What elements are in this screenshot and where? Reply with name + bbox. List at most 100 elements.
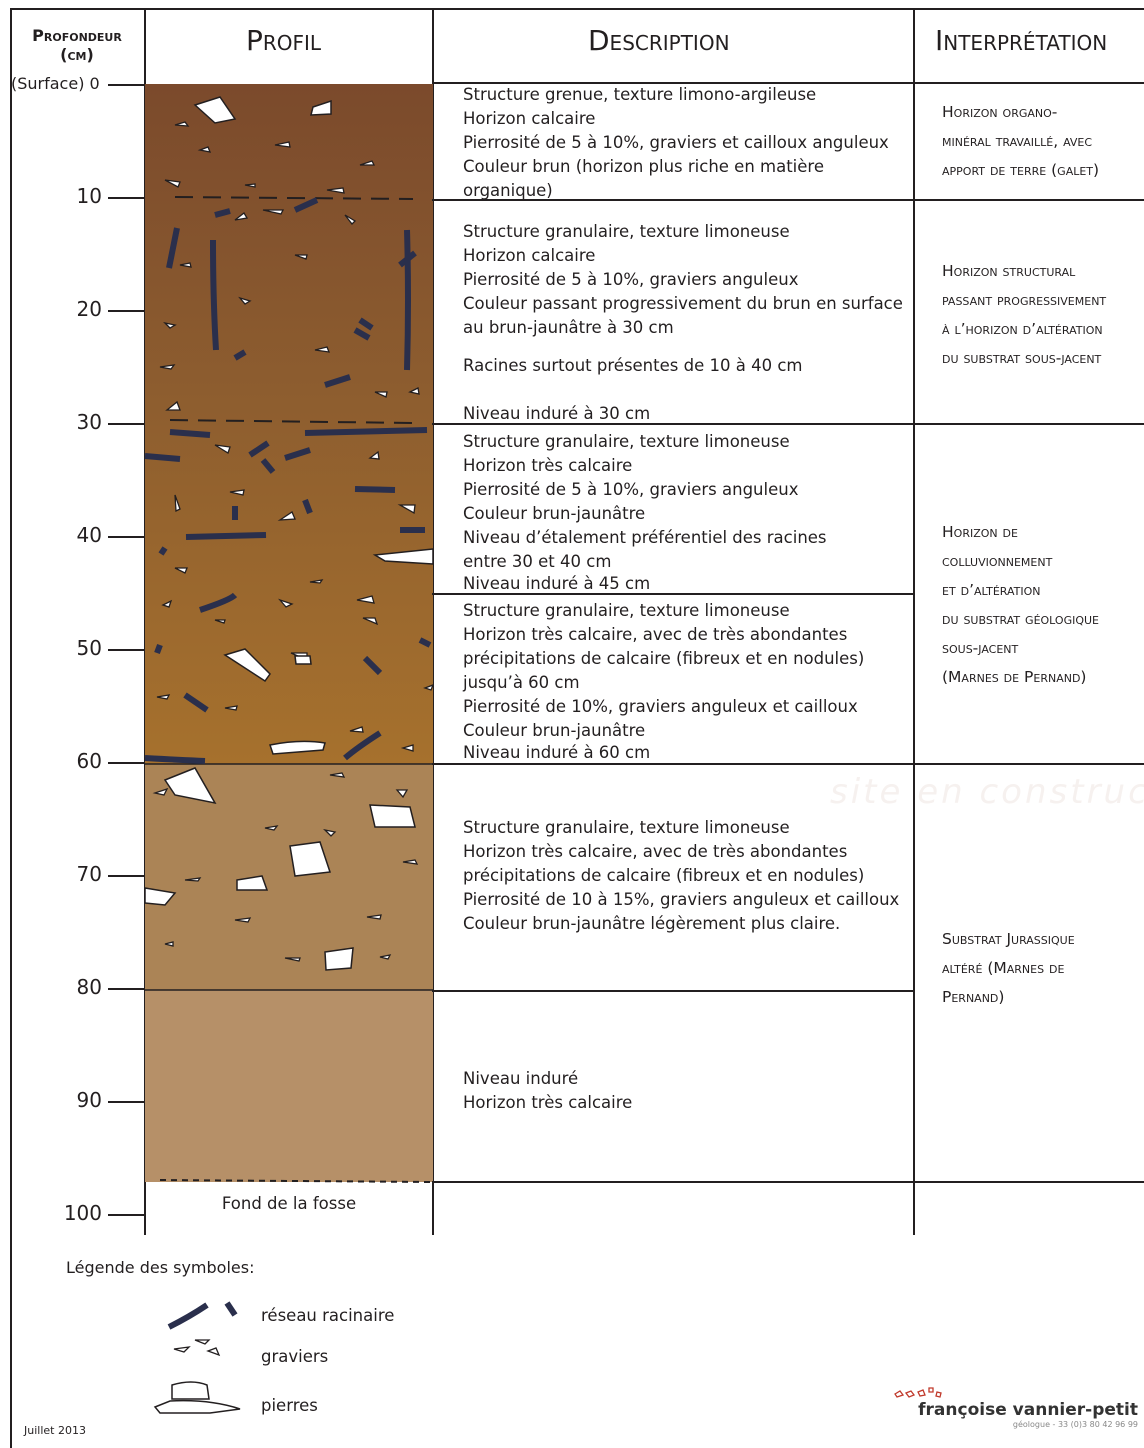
soil-profile-graphic [145, 84, 433, 1183]
depth-tick-mark [108, 536, 144, 538]
depth-tick-mark [108, 649, 144, 651]
depth-tick-label: 50 [76, 636, 102, 660]
root-mark [404, 229, 411, 371]
gravel-mark [164, 941, 174, 947]
gravel-mark [314, 346, 331, 353]
gravel-mark [344, 214, 357, 225]
desc-separator-10cm [432, 199, 1144, 201]
stone-mark [294, 655, 312, 665]
root-mark [343, 730, 382, 761]
gravel-mark [368, 450, 380, 460]
profile-header: Profil [246, 24, 322, 57]
depth-header-unit: (cm) [60, 45, 94, 64]
column-divider-description-left [432, 8, 434, 1235]
gravel-mark [397, 504, 416, 515]
stone-mark [310, 99, 332, 116]
description-hardened-45: Niveau induré à 45 cm [463, 574, 651, 593]
depth-tick-mark [108, 988, 144, 990]
description-roots-note: Racines surtout présentes de 10 à 40 cm [463, 356, 803, 375]
desc-separator-30cm [432, 423, 1144, 425]
legend-roots-label: réseau racinaire [261, 1306, 395, 1325]
stone-mark [289, 841, 332, 877]
stone-mark [193, 96, 237, 124]
legend-gravels-label: graviers [261, 1347, 329, 1366]
gravel-mark [349, 726, 364, 733]
diagram-frame [10, 8, 1144, 1448]
depth-tick-label: 70 [76, 862, 102, 886]
root-mark [354, 486, 396, 493]
gravel-mark [408, 387, 420, 395]
stone-mark [163, 767, 217, 805]
gravel-mark [395, 789, 409, 799]
root-mark [302, 498, 313, 515]
stone-mark [223, 648, 271, 683]
gravel-mark [174, 494, 181, 513]
root-mark [158, 546, 168, 556]
gravel-mark [165, 400, 181, 411]
gravel-mark [326, 187, 345, 194]
description-horizon-5: Structure granulaire, texture limoneuse … [463, 818, 900, 933]
depth-header: Profondeur (cm) [10, 26, 144, 64]
depth-header-title: Profondeur [32, 26, 122, 45]
description-horizon-4: Structure granulaire, texture limoneuse … [463, 601, 865, 740]
gravel-mark [197, 146, 212, 153]
depth-surface-label: (Surface) 0 [11, 74, 100, 93]
gravel-mark [294, 254, 308, 260]
root-mark [169, 429, 211, 438]
gravel-mark [329, 772, 346, 778]
gravel-mark [152, 787, 169, 796]
root-mark [166, 227, 180, 269]
pit-bottom-label: Fond de la fosse [221, 1194, 357, 1213]
gravel-mark [374, 391, 388, 398]
description-horizon-1: Structure grenue, texture limono-argileu… [463, 85, 889, 200]
root-mark [362, 655, 383, 676]
gravel-mark [214, 619, 226, 624]
stone-mark [324, 947, 354, 971]
header-underline [432, 82, 1144, 84]
horizon-substrate-band [145, 764, 433, 990]
stone-mark [145, 887, 177, 906]
gravel-mark [244, 183, 256, 188]
gravel-mark [277, 511, 296, 521]
gravel-mark [359, 160, 376, 166]
depth-tick-mark [108, 762, 144, 764]
depth-tick-label: 30 [76, 410, 102, 434]
gravel-mark [423, 684, 433, 691]
gravel-mark [224, 705, 238, 711]
depth-tick-label: 80 [76, 975, 102, 999]
depth-tick-mark [108, 1214, 144, 1216]
horizon-upper-band [145, 84, 433, 764]
root-mark [145, 755, 206, 764]
gravel-mark [264, 825, 279, 831]
gravel-mark [366, 914, 382, 920]
root-marks [145, 197, 432, 764]
brand-subtitle: géologue - 33 (0)3 80 42 96 99 [1012, 1420, 1138, 1429]
legend-title: Légende des symboles: [66, 1258, 255, 1277]
legend-gravels-symbol [173, 1339, 221, 1357]
boundary-10cm-dashed [174, 196, 414, 200]
interpretation-horizon-1: Horizon organo- minéral travaillé, avec … [942, 103, 1100, 179]
gravel-mark [284, 957, 301, 962]
gravel-mark [164, 179, 181, 188]
depth-tick-mark [108, 1101, 144, 1103]
depth-tick-mark [108, 197, 144, 199]
legend-roots-symbol [167, 1301, 238, 1330]
boundary-30cm-dashed [169, 419, 414, 424]
description-horizon-3: Structure granulaire, texture limoneuse … [463, 432, 827, 571]
root-mark [233, 349, 247, 361]
pit-bottom-dashed-line [159, 1179, 431, 1183]
depth-tick-mark [108, 875, 144, 877]
root-mark [185, 532, 267, 540]
horizon-bottom-band [145, 990, 433, 1182]
legend-stones-label: pierres [261, 1396, 318, 1415]
gravel-mark [214, 444, 231, 454]
gravel-mark [262, 209, 285, 215]
interpretation-horizon-2: Horizon structural passant progressiveme… [942, 262, 1107, 367]
depth-tick-mark-0 [108, 84, 144, 86]
gravel-mark [229, 489, 245, 496]
root-mark [284, 447, 311, 461]
root-mark [154, 643, 163, 655]
depth-tick-mark [108, 310, 144, 312]
gravel-mark [274, 141, 291, 148]
description-header: Description [588, 24, 730, 57]
